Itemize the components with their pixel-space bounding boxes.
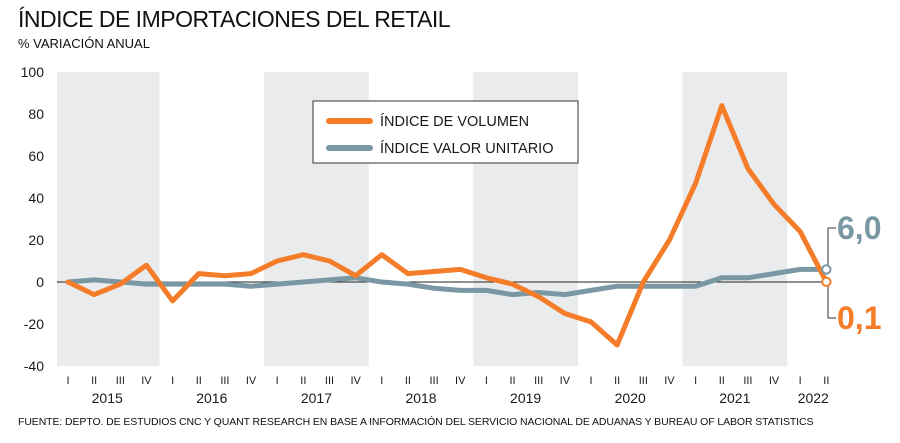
legend-box xyxy=(312,100,579,164)
end-marker-0 xyxy=(821,276,832,287)
end-labels: 0,1 6,0 xyxy=(821,210,881,336)
y-tick-label: 100 xyxy=(21,64,45,80)
quarter-label: IV xyxy=(350,375,361,387)
quarter-label: II xyxy=(614,375,620,387)
quarter-label: II xyxy=(300,375,306,387)
legend-label-0: ÍNDICE DE VOLUMEN xyxy=(380,113,529,130)
quarter-label: III xyxy=(116,375,125,387)
end-connector-0 xyxy=(827,281,836,319)
quarter-label: II xyxy=(823,375,829,387)
quarter-label: IV xyxy=(664,375,675,387)
year-label-2018: 2018 xyxy=(405,390,436,406)
quarter-label: I xyxy=(171,375,174,387)
y-tick-label: 0 xyxy=(36,274,44,290)
legend: ÍNDICE DE VOLUMEN ÍNDICE VALOR UNITARIO xyxy=(312,100,579,164)
end-value-label-0: 0,1 xyxy=(837,300,881,336)
end-connector-1 xyxy=(827,227,836,270)
y-tick-label: -40 xyxy=(24,358,44,374)
y-tick-label: 80 xyxy=(28,106,44,122)
quarter-label: I xyxy=(589,375,592,387)
series-line-1 xyxy=(65,266,829,298)
year-band-2015 xyxy=(57,72,160,366)
end-marker-1 xyxy=(821,264,832,275)
quarter-label: IV xyxy=(246,375,257,387)
quarter-label: IV xyxy=(560,375,571,387)
quarter-label: II xyxy=(719,375,725,387)
chart-subtitle: % VARIACIÓN ANUAL xyxy=(18,36,150,51)
y-tick-label: -20 xyxy=(24,316,44,332)
series-line-0 xyxy=(65,103,829,348)
quarter-label: IV xyxy=(769,375,780,387)
quarter-label: I xyxy=(694,375,697,387)
y-tick-label: 60 xyxy=(28,148,44,164)
year-label-2020: 2020 xyxy=(615,390,646,406)
quarter-label: I xyxy=(66,375,69,387)
y-tick-label: 40 xyxy=(28,190,44,206)
y-axis: -40 -20 0 20 40 60 80 100 xyxy=(21,64,45,374)
quarter-label: II xyxy=(196,375,202,387)
quarter-label: IV xyxy=(141,375,152,387)
year-band-2021 xyxy=(682,72,788,366)
quarter-label: I xyxy=(799,375,802,387)
y-tick-label: 20 xyxy=(28,232,44,248)
legend-label-1: ÍNDICE VALOR UNITARIO xyxy=(380,140,553,157)
quarter-label: III xyxy=(430,375,439,387)
quarter-label: II xyxy=(405,375,411,387)
year-label-2017: 2017 xyxy=(301,390,332,406)
year-label-2022: 2022 xyxy=(798,390,829,406)
chart-title: ÍNDICE DE IMPORTACIONES DEL RETAIL xyxy=(18,6,451,32)
year-label-2016: 2016 xyxy=(196,390,227,406)
quarter-label: III xyxy=(743,375,752,387)
quarter-label: I xyxy=(276,375,279,387)
year-label-2019: 2019 xyxy=(510,390,541,406)
quarter-label: I xyxy=(380,375,383,387)
quarter-label: III xyxy=(534,375,543,387)
quarter-label: III xyxy=(639,375,648,387)
year-label-2015: 2015 xyxy=(92,390,123,406)
series-lines xyxy=(65,103,829,348)
quarter-label: I xyxy=(485,375,488,387)
source-note: FUENTE: DEPTO. DE ESTUDIOS CNC Y QUANT R… xyxy=(18,416,814,428)
quarter-label: II xyxy=(91,375,97,387)
quarter-label: II xyxy=(509,375,515,387)
quarter-label: III xyxy=(325,375,334,387)
quarter-label: IV xyxy=(455,375,466,387)
end-value-label-1: 6,0 xyxy=(837,210,881,246)
quarter-label: III xyxy=(220,375,229,387)
year-label-2021: 2021 xyxy=(719,390,750,406)
